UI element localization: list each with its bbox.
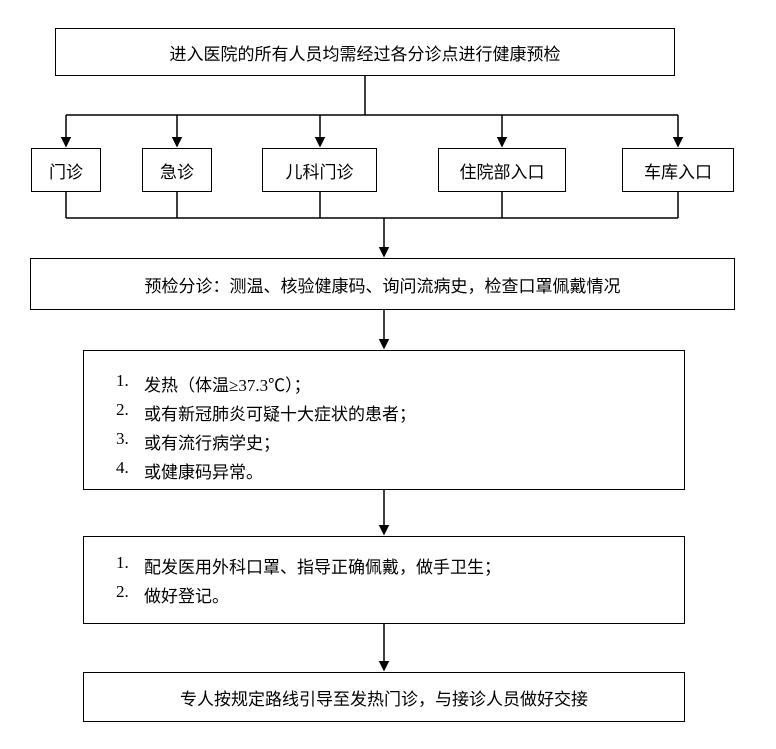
list-item: 1. 配发医用外科口罩、指导正确佩戴，做手卫生；	[116, 553, 501, 578]
node-text: 预检分诊：测温、核验健康码、询问流病史，检查口罩佩戴情况	[145, 272, 621, 297]
node-text: 儿科门诊	[286, 158, 354, 183]
node-text: 车库入口	[644, 158, 712, 183]
node-text: 门诊	[49, 158, 83, 183]
list-item: 4. 或健康码异常。	[116, 458, 263, 483]
flow-node-entry5: 车库入口	[622, 148, 734, 192]
node-text: 住院部入口	[460, 158, 545, 183]
flow-node-entry4: 住院部入口	[438, 148, 566, 192]
flow-node-entry1: 门诊	[31, 148, 101, 192]
list-number: 2.	[116, 400, 144, 425]
list-text: 做好登记。	[144, 582, 229, 607]
list-number: 3.	[116, 429, 144, 454]
flow-node-top: 进入医院的所有人员均需经过各分诊点进行健康预检	[55, 28, 675, 76]
list-item: 2. 做好登记。	[116, 582, 229, 607]
list-item: 3. 或有流行病学史；	[116, 429, 280, 454]
flow-node-actions: 1. 配发医用外科口罩、指导正确佩戴，做手卫生； 2. 做好登记。	[83, 536, 685, 624]
list-number: 2.	[116, 582, 144, 607]
flow-node-triage: 预检分诊：测温、核验健康码、询问流病史，检查口罩佩戴情况	[30, 258, 735, 310]
list-text: 或健康码异常。	[144, 458, 263, 483]
flow-node-final: 专人按规定路线引导至发热门诊，与接诊人员做好交接	[83, 672, 685, 722]
list-text: 配发医用外科口罩、指导正确佩戴，做手卫生；	[144, 553, 501, 578]
list-item: 2. 或有新冠肺炎可疑十大症状的患者；	[116, 400, 416, 425]
flow-node-entry2: 急诊	[142, 148, 212, 192]
node-text: 进入医院的所有人员均需经过各分诊点进行健康预检	[170, 40, 561, 65]
node-text: 专人按规定路线引导至发热门诊，与接诊人员做好交接	[180, 685, 588, 710]
list-text: 或有新冠肺炎可疑十大症状的患者；	[144, 400, 416, 425]
node-text: 急诊	[160, 158, 194, 183]
flow-node-entry3: 儿科门诊	[262, 148, 377, 192]
list-number: 1.	[116, 553, 144, 578]
flow-node-criteria: 1. 发热（体温≥37.3℃）； 2. 或有新冠肺炎可疑十大症状的患者； 3. …	[83, 350, 685, 490]
list-number: 1.	[116, 371, 144, 396]
list-text: 发热（体温≥37.3℃）；	[144, 371, 311, 396]
list-number: 4.	[116, 458, 144, 483]
list-text: 或有流行病学史；	[144, 429, 280, 454]
list-item: 1. 发热（体温≥37.3℃）；	[116, 371, 311, 396]
